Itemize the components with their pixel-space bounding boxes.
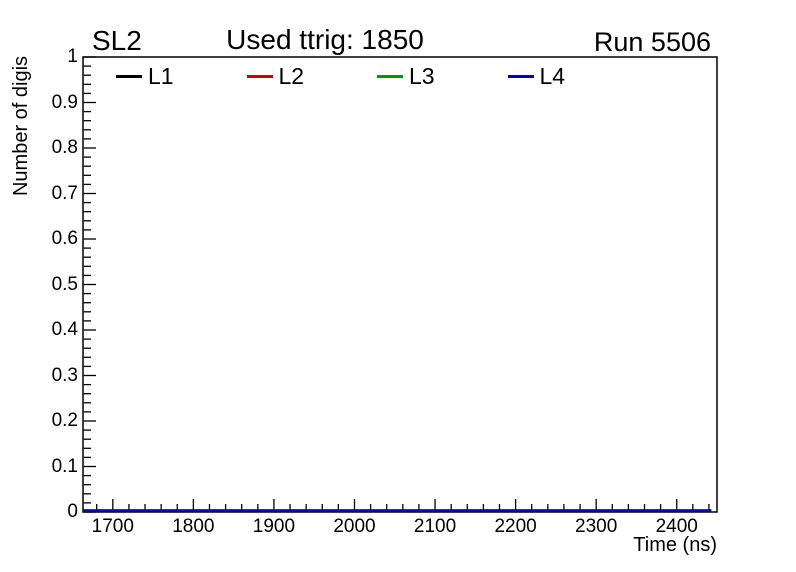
y-tick-label-0.5: 0.5 <box>51 273 78 295</box>
x-axis-title: Time (ns) <box>633 534 717 556</box>
x-tick-label-1800: 1800 <box>172 516 215 537</box>
x-tick-label-2000: 2000 <box>333 516 376 537</box>
x-tick-label-2300: 2300 <box>575 516 618 537</box>
axis-frame <box>82 56 718 513</box>
legend-entry-l3: L3 <box>377 63 435 89</box>
plot-title: Used ttrig: 1850 <box>226 24 424 55</box>
legend-entry-l1: L1 <box>116 63 174 89</box>
legend-marker-l4 <box>507 74 534 78</box>
legend-marker-l2 <box>246 74 273 78</box>
legend-label-l2: L2 <box>278 63 305 89</box>
y-tick-label-0.3: 0.3 <box>51 364 78 386</box>
y-tick-label-0.7: 0.7 <box>51 182 78 204</box>
y-tick-label-1: 1 <box>67 46 78 67</box>
y-tick-label-0.9: 0.9 <box>51 91 78 113</box>
y-tick-label-0.6: 0.6 <box>51 228 78 249</box>
x-tick-label-2100: 2100 <box>413 516 457 537</box>
x-tick-label-1900: 1900 <box>252 516 296 537</box>
x-tick-label-2400: 2400 <box>655 516 698 537</box>
legend-label-l3: L3 <box>409 63 435 89</box>
y-tick-label-0: 0 <box>67 501 78 522</box>
superlayer-label: SL2 <box>92 25 142 56</box>
run-label: Run 5506 <box>593 27 711 57</box>
legend-label-l1: L1 <box>148 63 174 89</box>
legend-label-l4: L4 <box>539 63 566 89</box>
x-tick-label-2200: 2200 <box>494 516 537 537</box>
legend-marker-l3 <box>377 74 403 78</box>
legend-entry-l2: L2 <box>246 63 305 89</box>
x-tick-label-1700: 1700 <box>91 516 134 537</box>
y-tick-label-0.1: 0.1 <box>51 455 78 477</box>
legend-entry-l4: L4 <box>507 63 566 89</box>
legend-marker-l1 <box>116 74 142 78</box>
y-tick-label-0.2: 0.2 <box>51 410 78 431</box>
y-tick-label-0.4: 0.4 <box>51 319 78 340</box>
y-tick-label-0.8: 0.8 <box>51 137 78 158</box>
